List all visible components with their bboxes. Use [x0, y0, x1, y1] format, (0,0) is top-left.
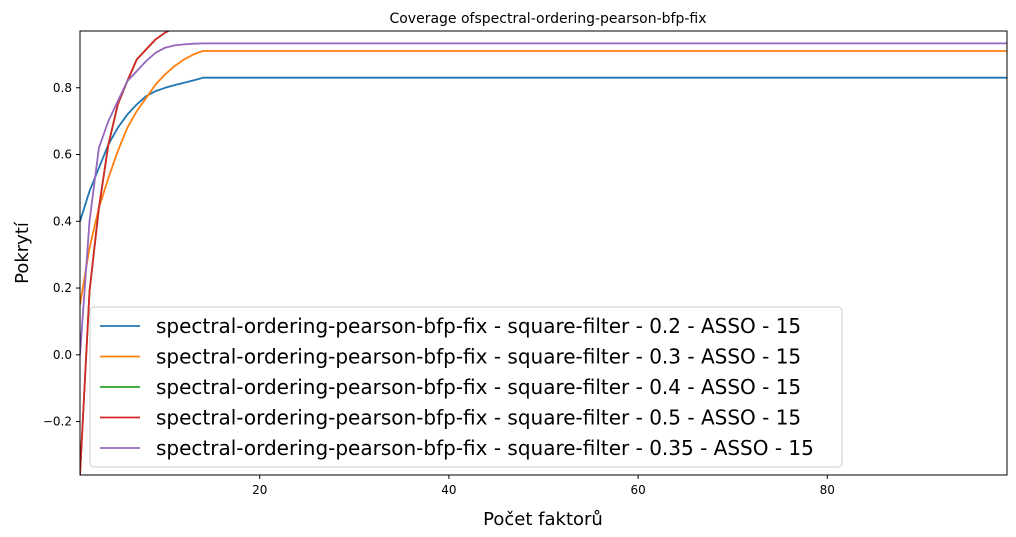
y-axis-label: Pokrytí — [12, 221, 33, 284]
legend-entry-5: spectral-ordering-pearson-bfp-fix - squa… — [156, 436, 814, 460]
axis-ticks: 20 40 60 80 −0.2 0.0 0.2 0.4 0.6 0.8 — [43, 81, 835, 497]
series-line-2 — [80, 50, 1007, 305]
legend-entry-2: spectral-ordering-pearson-bfp-fix - squa… — [156, 345, 801, 369]
y-tick-label: 0.4 — [53, 214, 72, 228]
series-line-4 — [80, 31, 171, 475]
y-tick-label: 0.6 — [53, 148, 72, 162]
series-lines — [80, 31, 1007, 475]
x-axis-label: Počet faktorů — [483, 509, 603, 530]
chart-title: Coverage ofspectral-ordering-pearson-bfp… — [389, 11, 706, 27]
x-tick-label: 80 — [820, 483, 835, 497]
series-line-1 — [80, 76, 1007, 222]
legend: spectral-ordering-pearson-bfp-fix - squa… — [89, 306, 843, 468]
series-line-5 — [80, 42, 1007, 355]
legend-box — [89, 306, 843, 468]
y-tick-label: −0.2 — [43, 415, 72, 429]
y-tick-label: 0.0 — [53, 348, 72, 362]
x-tick-label: 20 — [252, 483, 267, 497]
y-tick-label: 0.2 — [53, 281, 72, 295]
y-tick-label: 0.8 — [53, 81, 72, 95]
plot-frame — [79, 30, 1008, 476]
x-tick-label: 40 — [441, 483, 456, 497]
legend-entry-1: spectral-ordering-pearson-bfp-fix - squa… — [156, 314, 801, 338]
legend-entry-3: spectral-ordering-pearson-bfp-fix - squa… — [156, 375, 801, 399]
x-tick-label: 60 — [630, 483, 645, 497]
legend-entry-4: spectral-ordering-pearson-bfp-fix - squa… — [156, 406, 801, 430]
